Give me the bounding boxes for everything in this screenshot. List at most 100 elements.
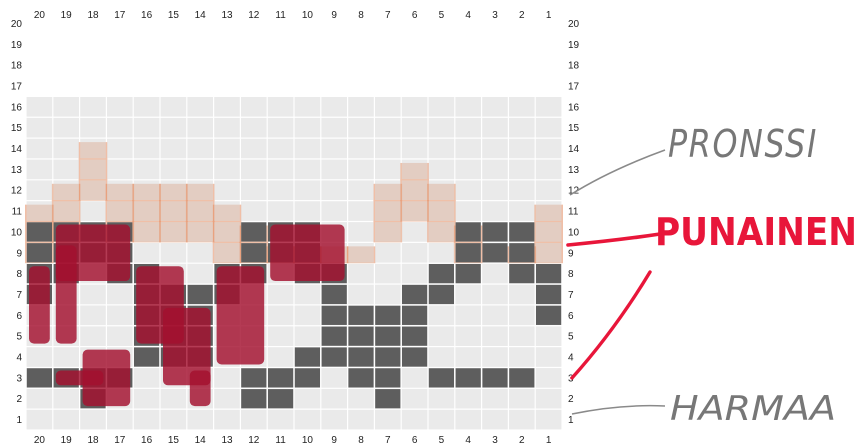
grid-cell: [160, 117, 187, 138]
grid-cell: [80, 284, 106, 305]
column-label-bottom: 15: [168, 435, 180, 446]
grid-cell: [401, 242, 428, 263]
grid-cell: [267, 138, 294, 159]
column-label-bottom: 12: [248, 435, 260, 446]
column-label-top: 10: [302, 10, 314, 21]
grid-cell: [509, 388, 535, 409]
row-label-right: 10: [568, 227, 580, 238]
dark-cell: [241, 368, 267, 388]
grid-cell: [53, 97, 79, 117]
dark-cell: [241, 222, 267, 242]
grid-cell: [482, 305, 508, 326]
grid-cell: [348, 180, 374, 201]
grid-cell: [53, 159, 79, 180]
grid-cell: [375, 138, 401, 159]
column-label-top: 16: [141, 10, 153, 21]
grid-cell: [535, 347, 562, 367]
grid-cell: [428, 159, 455, 180]
grid-cell: [80, 180, 106, 201]
grid-cell: [267, 159, 294, 180]
dark-cell: [26, 243, 52, 263]
grid-cell: [348, 138, 374, 159]
grid-cell: [455, 201, 481, 221]
row-label-right: 8: [568, 269, 574, 280]
grid-cell: [428, 388, 455, 409]
dark-cell: [402, 326, 428, 346]
row-label-right: 12: [568, 186, 580, 197]
grid-cell: [535, 388, 562, 409]
grid-cell: [482, 263, 508, 284]
grid-cell: [187, 201, 213, 221]
grid-cell: [53, 138, 79, 159]
row-label-left: 17: [11, 81, 23, 92]
grid-cell: [535, 326, 562, 346]
grid-cell: [401, 409, 428, 430]
dark-cell: [402, 284, 428, 305]
grid-cell: [482, 201, 508, 221]
row-label-left: 9: [16, 248, 22, 259]
red-marker-stroke: [270, 224, 345, 282]
column-label-top: 7: [385, 10, 391, 21]
pronssi-leader-line: [569, 149, 666, 196]
grid-cell: [428, 305, 455, 326]
grid-cell: [214, 159, 240, 180]
grid-cell: [187, 159, 213, 180]
column-label-bottom: 9: [331, 435, 337, 446]
column-label-bottom: 18: [87, 435, 99, 446]
grid-cell: [187, 97, 213, 117]
row-label-left: 5: [16, 332, 22, 343]
dark-cell: [455, 264, 481, 284]
row-label-left: 16: [11, 102, 23, 113]
grid-cell: [53, 409, 79, 430]
grid-cell: [455, 180, 481, 201]
dark-cell: [509, 222, 535, 242]
dark-cell: [509, 243, 535, 263]
grid-cell: [294, 388, 321, 409]
grid-cell: [348, 263, 374, 284]
row-label-left: 20: [11, 19, 23, 30]
grid-cell: [535, 242, 562, 263]
grid-cell: [428, 97, 455, 117]
pronssi-label: PRONSSI: [668, 122, 818, 166]
grid-cell: [348, 117, 374, 138]
grid-cell: [241, 201, 267, 221]
grid-cell: [26, 117, 53, 138]
grid-cell: [401, 201, 428, 221]
grid-cell: [509, 180, 535, 201]
grid-cell: [482, 159, 508, 180]
grid-cell: [160, 409, 187, 430]
grid-cell: [428, 117, 455, 138]
grid-cell: [455, 138, 481, 159]
dark-cell: [348, 326, 374, 346]
row-label-left: 15: [11, 123, 23, 134]
dark-cell: [375, 326, 401, 346]
grid-cell: [401, 97, 428, 117]
red-marker-stroke: [82, 349, 131, 407]
grid-cell: [375, 117, 401, 138]
grid-cell: [482, 388, 508, 409]
grid-cell: [348, 409, 374, 430]
row-label-right: 1: [568, 415, 574, 426]
grid-cell: [428, 138, 455, 159]
grid-cell: [294, 97, 321, 117]
grid-cell: [53, 117, 79, 138]
grid-cell: [535, 97, 562, 117]
grid-cell: [375, 284, 401, 305]
grid-cell: [401, 138, 428, 159]
dark-cell: [26, 368, 52, 388]
grid-cell: [267, 180, 294, 201]
grid-cell: [160, 180, 187, 201]
row-label-right: 4: [568, 353, 574, 364]
grid-cell: [80, 201, 106, 221]
column-label-top: 12: [248, 10, 260, 21]
grid-cell: [107, 409, 133, 430]
dark-cell: [455, 243, 481, 263]
grid-cell: [214, 388, 240, 409]
grid-cell: [160, 242, 187, 263]
grid-cell: [294, 326, 321, 346]
grid-cell: [214, 97, 240, 117]
grid-cell: [107, 97, 133, 117]
grid-cell: [509, 201, 535, 221]
grid-cell: [455, 117, 481, 138]
dark-cell: [375, 305, 401, 325]
